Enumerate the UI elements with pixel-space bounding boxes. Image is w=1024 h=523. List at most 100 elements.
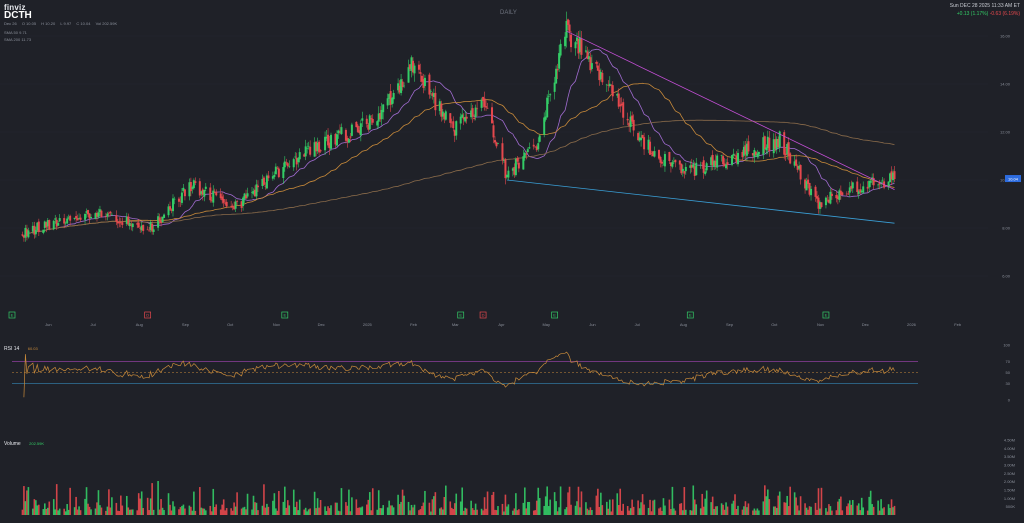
candle-body (783, 132, 786, 155)
finviz-logo[interactable]: finviz (4, 3, 26, 12)
date-tick: 2025 (363, 322, 373, 327)
volume-bar (638, 508, 641, 515)
candle-body (450, 122, 453, 124)
volume-bar (76, 509, 79, 515)
candle-body (43, 221, 46, 228)
volume-bar (661, 510, 663, 515)
volume-bar (711, 496, 714, 515)
candle-body (106, 213, 109, 217)
date-tick: Sep (182, 322, 190, 327)
candle-body (365, 118, 368, 124)
candle-body (877, 184, 880, 186)
volume-bar (379, 508, 382, 515)
candle-body (734, 155, 737, 157)
candle-body (316, 142, 319, 151)
candle-body (180, 192, 183, 203)
volume-bar (36, 505, 39, 515)
info-low: L 9.97 (60, 21, 72, 26)
candle-body (807, 179, 810, 184)
volume-bar (480, 508, 483, 515)
volume-bar (42, 509, 45, 515)
candle-body (334, 133, 337, 145)
date-tick: Oct (771, 322, 778, 327)
volume-bar (772, 506, 775, 515)
candle-body (443, 113, 446, 120)
volume-bar (152, 509, 155, 515)
volume-bar (392, 507, 395, 515)
candle-body (84, 213, 87, 220)
volume-bar (471, 508, 474, 515)
candle-body (710, 157, 713, 166)
volume-bar (78, 506, 80, 515)
volume-bar (564, 509, 566, 515)
volume-bar (87, 503, 89, 515)
volume-bar (400, 501, 402, 515)
volume-bar (193, 491, 195, 515)
volume-bar (158, 509, 161, 515)
volume-bar (483, 497, 486, 515)
volume-bar (685, 509, 687, 515)
candle-body (347, 138, 350, 143)
candle-body (690, 164, 693, 168)
candle-body (808, 182, 811, 195)
volume-bar (443, 497, 446, 515)
candle-body (66, 218, 69, 224)
volume-bar (848, 500, 851, 515)
event-marker-label: D (482, 313, 485, 318)
volume-bar (497, 506, 499, 515)
candle-body (167, 206, 170, 216)
candle-body (835, 195, 838, 199)
volume-bar (877, 500, 879, 515)
volume-bar (97, 490, 100, 515)
candle-body (151, 223, 154, 232)
date-tick: Dec (862, 322, 869, 327)
date-tick: Apr (498, 322, 505, 327)
volume-bar (591, 510, 593, 515)
volume-bar (204, 510, 207, 515)
timeframe-label[interactable]: DAILY (500, 10, 517, 16)
volume-bar (182, 504, 185, 515)
candle-body (349, 136, 352, 138)
candle-body (702, 160, 705, 173)
volume-bar (292, 489, 295, 515)
candle-body (565, 20, 568, 38)
volume-bar (26, 490, 28, 515)
candle-body (304, 146, 307, 157)
candle-body (663, 154, 666, 167)
volume-bar (878, 510, 881, 515)
candle-body (277, 168, 280, 178)
candle-body (810, 188, 813, 196)
price-tick: 16.00 (1000, 34, 1011, 39)
volume-bar (580, 491, 583, 515)
candle-body (264, 185, 267, 187)
candle-body (578, 37, 581, 52)
candle-body (432, 93, 435, 98)
volume-bar (872, 506, 875, 515)
volume-bar (172, 501, 174, 515)
volume-bar (890, 499, 893, 515)
candle-body (535, 146, 538, 151)
volume-bar (808, 506, 811, 515)
volume-bar (234, 506, 237, 515)
volume-bar (66, 504, 68, 515)
last-price-box (1005, 175, 1021, 183)
candle-body (841, 192, 844, 196)
volume-bar (597, 488, 599, 515)
candle-body (94, 213, 97, 219)
candle-body (544, 116, 547, 120)
candle-body (327, 134, 330, 146)
date-tick: Feb (954, 322, 962, 327)
volume-bar (704, 498, 706, 515)
candle-body (538, 135, 541, 142)
volume-bar (442, 509, 444, 515)
volume-bar (55, 484, 58, 515)
rsi-tick: 0 (1008, 398, 1011, 403)
volume-bar (263, 484, 265, 515)
candle-body (55, 219, 58, 227)
candle-body (816, 196, 818, 199)
candle-body (684, 166, 687, 172)
candle-body (27, 230, 30, 238)
volume-bar (799, 496, 802, 515)
volume-bar (111, 497, 113, 515)
